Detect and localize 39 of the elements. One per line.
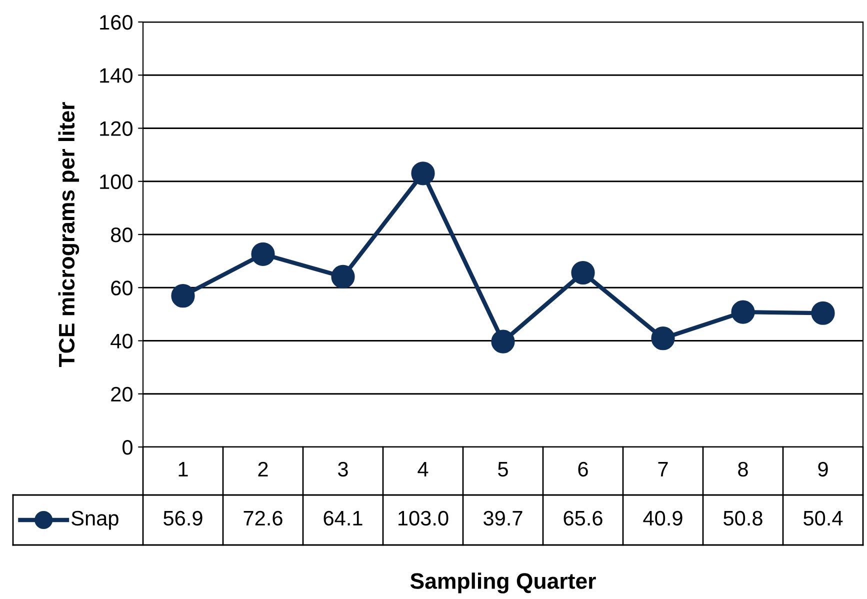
x-tick-label: 6	[578, 462, 588, 477]
data-label: 72.6	[244, 510, 282, 526]
y-axis-title: TCE micrograms per liter	[58, 102, 80, 368]
data-label: 56.9	[164, 510, 202, 526]
y-tick-label: 60	[111, 280, 132, 296]
y-tick-label: 40	[110, 334, 132, 349]
y-tick-label: 80	[111, 228, 132, 242]
point	[811, 301, 835, 325]
data-label: 50.4	[804, 510, 843, 526]
point	[411, 162, 435, 186]
point	[651, 326, 675, 350]
data-label: 50.8	[724, 510, 762, 526]
x-tick-label: 8	[738, 462, 748, 477]
y-tick-label: 160	[100, 15, 132, 30]
x-tick-label: 5	[498, 462, 508, 477]
point	[491, 330, 515, 354]
legend-label: Snap	[72, 510, 118, 530]
x-tick-label: 9	[818, 462, 828, 477]
y-tick-label: 140	[100, 68, 132, 83]
data-label: 40.9	[643, 510, 682, 526]
data-label: 39.7	[484, 510, 522, 526]
x-tick-label: 1	[178, 462, 188, 476]
point	[171, 284, 195, 308]
x-tick-label: 4	[418, 462, 428, 476]
point	[251, 242, 275, 266]
x-tick-label: 2	[258, 462, 268, 476]
data-label: 65.6	[564, 510, 602, 526]
x-axis-title: Sampling Quarter	[410, 572, 596, 594]
y-tick-label: 120	[100, 121, 132, 136]
point	[331, 264, 355, 289]
x-tick-label: 3	[338, 462, 348, 477]
y-tick-label: 20	[111, 386, 132, 402]
data-label: 64.1	[324, 510, 362, 526]
y-tick-label: 100	[100, 174, 132, 190]
x-tick-label: 7	[658, 462, 668, 476]
data-label: 103.0	[398, 510, 448, 526]
y-tick-label: 0	[122, 440, 132, 455]
point	[731, 300, 755, 324]
point	[571, 260, 595, 285]
